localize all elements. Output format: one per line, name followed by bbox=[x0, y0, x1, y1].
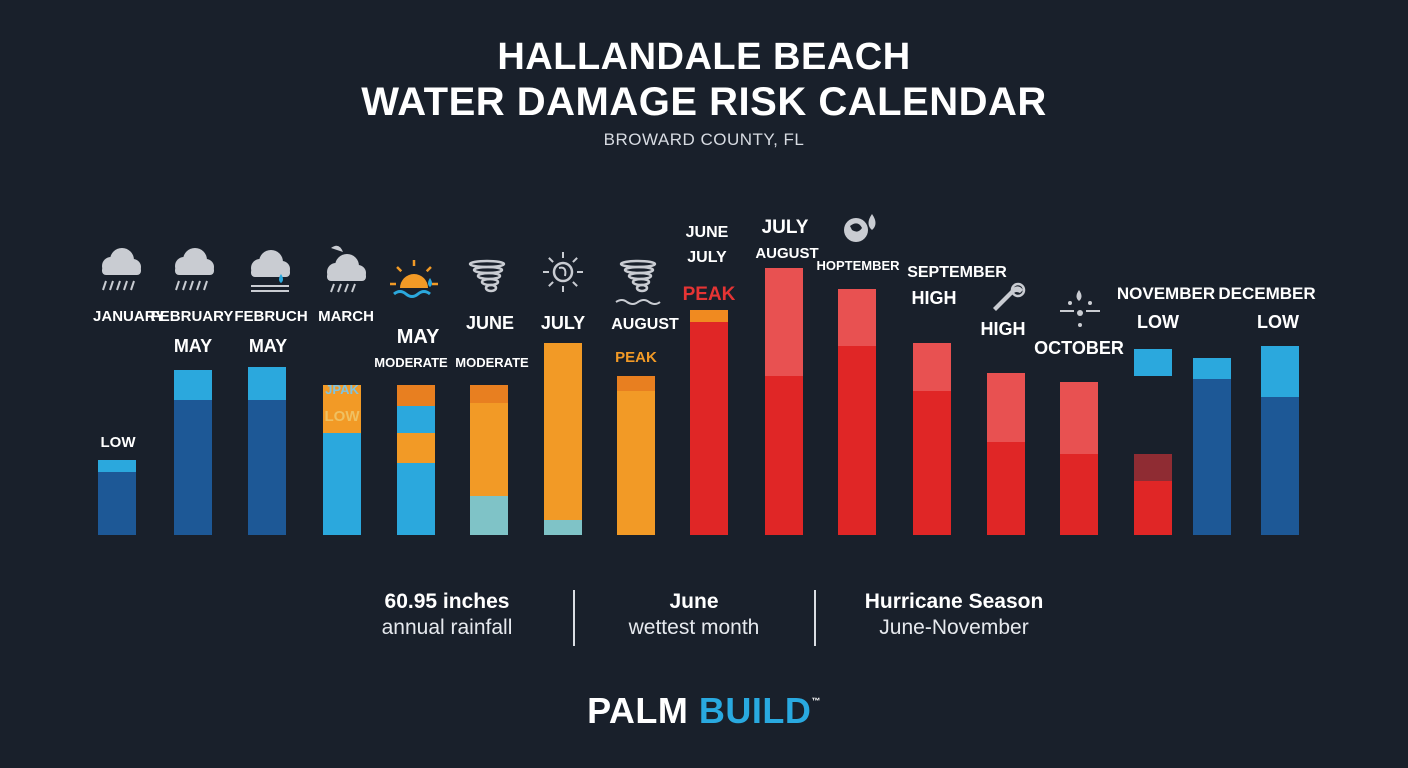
rain-cloud-icon bbox=[102, 248, 141, 291]
bar-label: PEAK bbox=[683, 284, 736, 305]
bar-lower-segment bbox=[470, 496, 508, 535]
bar-mid-segment bbox=[544, 343, 582, 535]
bar-16 bbox=[1193, 358, 1231, 535]
bar-cap bbox=[323, 385, 361, 433]
title-line-2: WATER DAMAGE RISK CALENDAR bbox=[361, 80, 1047, 124]
bar-label: HOPTEMBER bbox=[816, 258, 900, 273]
stat-divider bbox=[814, 590, 816, 646]
risk-calendar-chart: JANUARY LOW FEBRUARY MAY FEBRUCH MAY MARCH JPAK… bbox=[93, 214, 1316, 535]
bar-label: SEPTEMBER bbox=[907, 264, 1007, 281]
bar-cap bbox=[1060, 382, 1098, 454]
bar-label: MODERATE bbox=[374, 355, 448, 370]
stat-hurricane-desc: June-November bbox=[879, 616, 1029, 639]
bar-label: LOW bbox=[325, 408, 361, 425]
bar-label: JULY bbox=[687, 249, 727, 266]
bar-cap bbox=[1134, 454, 1172, 481]
sun-waves-icon bbox=[390, 260, 438, 298]
stat-wettest-value: June bbox=[669, 590, 719, 613]
bar-lower-segment bbox=[544, 520, 582, 535]
tornado-icon bbox=[468, 259, 506, 293]
bar-label: MAY bbox=[397, 326, 440, 348]
bar-label: DECEMBER bbox=[1218, 284, 1315, 303]
bar-label: HIGH bbox=[981, 319, 1026, 339]
bar-label: AUGUST bbox=[755, 245, 818, 262]
bar-cap bbox=[248, 367, 286, 400]
bar-label: MAY bbox=[174, 336, 212, 356]
bar-label: AUGUST bbox=[611, 316, 679, 333]
bar-cap bbox=[174, 370, 212, 400]
sun-hurricane-icon bbox=[543, 252, 583, 292]
wrench-icon bbox=[993, 282, 1026, 311]
bar-label: MAY bbox=[249, 336, 287, 356]
bar-cap bbox=[617, 376, 655, 391]
bar-label: OCTOBER bbox=[1034, 338, 1124, 358]
stat-wettest-desc: wettest month bbox=[628, 616, 760, 639]
bar-cap bbox=[397, 385, 435, 406]
bar-label: HIGH bbox=[912, 288, 957, 308]
tornado-wave-icon bbox=[615, 259, 661, 305]
logo-trademark: ™ bbox=[811, 696, 821, 706]
logo-build: BUILD bbox=[698, 690, 812, 731]
bar-1 bbox=[98, 460, 136, 535]
bar-label: JANUARY bbox=[93, 308, 165, 325]
bar-label: MODERATE bbox=[455, 355, 529, 370]
stat-wettest: June wettest month bbox=[594, 590, 794, 640]
bar-label: JPAK bbox=[325, 382, 359, 397]
bar-label: JULY bbox=[762, 217, 809, 238]
bar-label: LOW bbox=[101, 434, 137, 451]
bar-cap bbox=[765, 268, 803, 376]
bar-cap bbox=[690, 310, 728, 322]
stat-hurricane-value: Hurricane Season bbox=[864, 590, 1044, 613]
bar-label: JUNE bbox=[686, 224, 729, 241]
bar-cap bbox=[470, 385, 508, 403]
stats-row: 60.95 inches annual rainfall June wettes… bbox=[0, 590, 1408, 650]
bar-floating-block bbox=[1134, 349, 1172, 376]
cloud-drop-icon bbox=[251, 250, 290, 292]
bar-label: FEBRUARY bbox=[151, 308, 234, 325]
bar-cap bbox=[98, 460, 136, 472]
bar-label: NOVEMBER bbox=[1117, 284, 1215, 303]
bar-label: JUNE bbox=[466, 313, 514, 333]
bar-cap bbox=[913, 343, 951, 391]
bar-cap bbox=[1193, 358, 1231, 379]
bar-cap bbox=[987, 373, 1025, 442]
hurricane-drop-icon bbox=[844, 214, 876, 242]
stat-rainfall: 60.95 inches annual rainfall bbox=[347, 590, 547, 640]
bar-cap bbox=[838, 289, 876, 346]
bar-label: JULY bbox=[541, 313, 585, 333]
bar-label: LOW bbox=[1137, 312, 1179, 332]
stat-rainfall-desc: annual rainfall bbox=[381, 616, 513, 639]
stat-rainfall-value: 60.95 inches bbox=[384, 590, 510, 613]
rain-cloud-icon bbox=[175, 248, 214, 291]
bar-label: PEAK bbox=[615, 349, 657, 366]
drip-icon bbox=[1060, 290, 1100, 327]
stat-hurricane: Hurricane Season June-November bbox=[834, 590, 1074, 640]
subtitle: BROWARD COUNTY, FL bbox=[603, 130, 805, 149]
bar-9 bbox=[690, 310, 728, 535]
bar-label: LOW bbox=[1257, 312, 1299, 332]
stat-divider bbox=[573, 590, 575, 646]
bar-label: MARCH bbox=[318, 308, 374, 325]
brand-logo: PALM BUILD™ bbox=[0, 690, 1408, 732]
title-line-1: HALLANDALE BEACH bbox=[497, 36, 911, 78]
bar-lower-segment bbox=[397, 463, 435, 535]
logo-palm: PALM bbox=[587, 690, 689, 731]
bar-cap bbox=[1261, 346, 1299, 397]
bar-8 bbox=[617, 376, 655, 535]
storm-cloud-icon bbox=[327, 245, 366, 293]
bar-label: FEBRUCH bbox=[234, 308, 307, 325]
